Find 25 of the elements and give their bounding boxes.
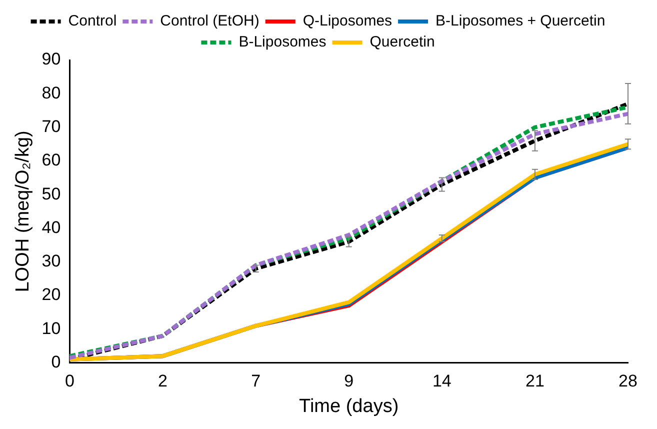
- legend-label: Quercetin: [370, 34, 435, 51]
- y-tick-label: 10: [42, 318, 61, 338]
- legend-label: Control: [68, 12, 117, 30]
- legend-label: Control (EtOH): [160, 12, 260, 30]
- x-tick-label: 0: [64, 372, 74, 391]
- x-tick-label: 9: [344, 372, 354, 391]
- y-tick-label: 70: [42, 116, 61, 136]
- y-tick-label: 80: [42, 83, 61, 102]
- x-tick-label: 28: [618, 372, 638, 391]
- x-tick-label: 2: [158, 372, 168, 391]
- y-tick-label: 20: [42, 285, 61, 304]
- x-axis-title: Time (days): [299, 396, 399, 417]
- y-axis-title: LOOH (meq/O₂/kg): [12, 130, 34, 292]
- x-tick-label: 14: [432, 372, 452, 391]
- legend-label: B-Liposomes: [238, 34, 326, 51]
- y-tick-label: 50: [42, 184, 61, 204]
- x-tick-label: 21: [525, 372, 544, 391]
- y-tick-label: 40: [42, 218, 61, 237]
- legend-label: B-Liposomes + Quercetin: [436, 12, 606, 30]
- y-tick-label: 60: [42, 150, 61, 170]
- x-tick-label: 7: [251, 372, 261, 391]
- legend-label: Q-Liposomes: [302, 12, 392, 30]
- y-tick-label: 90: [42, 50, 61, 69]
- y-tick-label: 0: [51, 352, 61, 372]
- y-tick-label: 30: [42, 252, 61, 271]
